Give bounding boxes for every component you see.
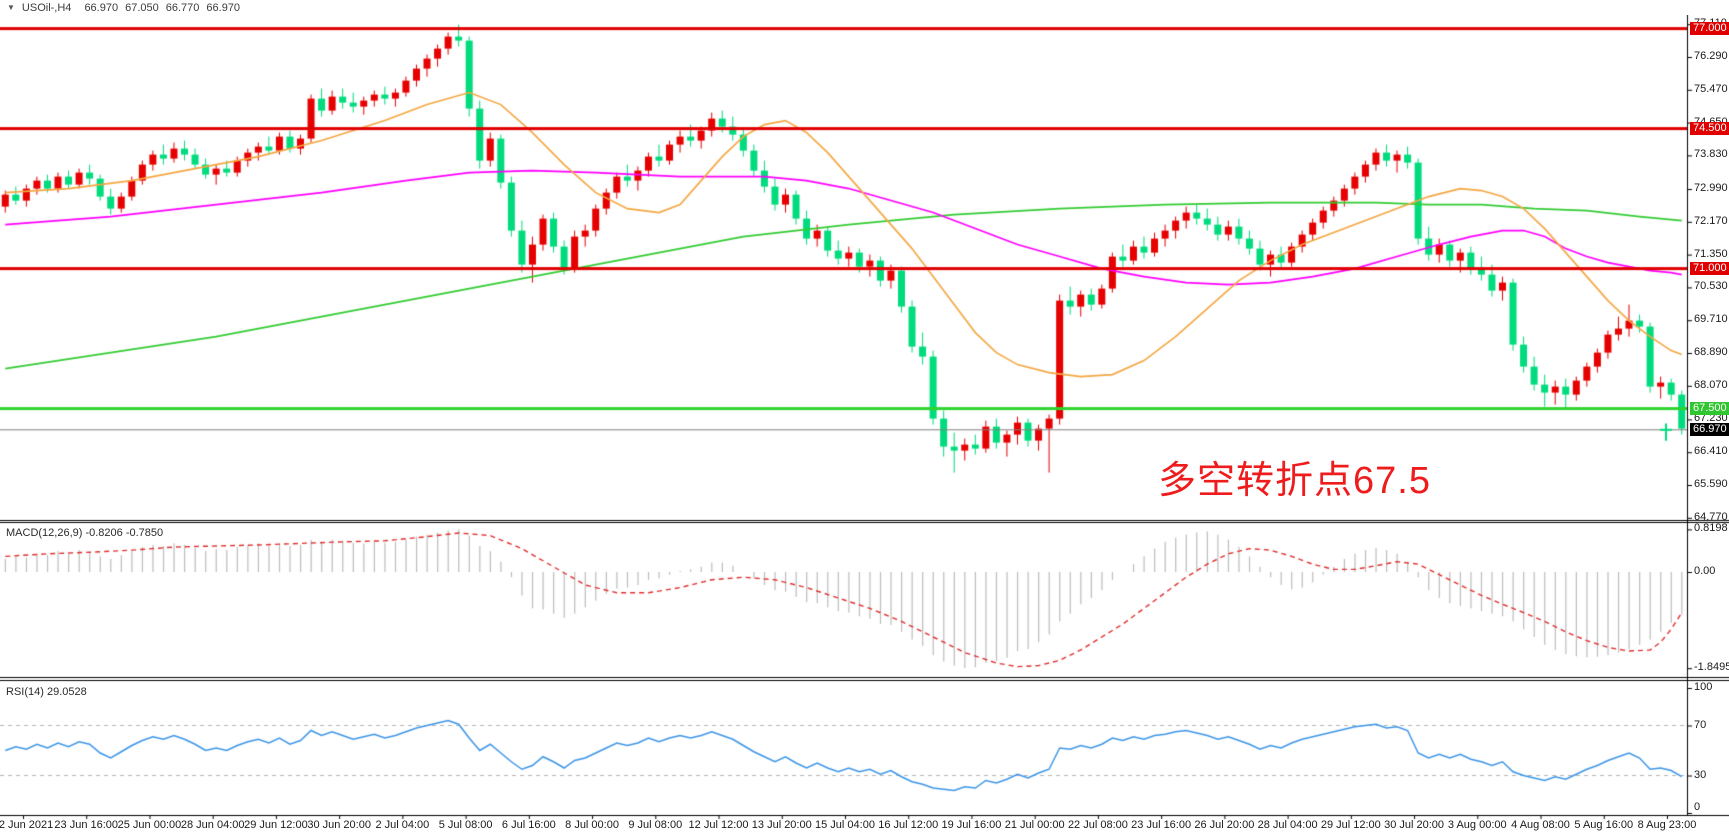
- price-axis-label: 68.890: [1694, 346, 1728, 358]
- price-level-badge: 77.000: [1690, 21, 1729, 35]
- price-level-badge: 71.000: [1690, 261, 1729, 275]
- rsi-scale-label: 70: [1694, 718, 1707, 731]
- chevron-down-icon[interactable]: ▼: [7, 3, 15, 12]
- time-axis-label: 30 Jun 20:00: [307, 819, 371, 831]
- price-axis-label: 72.170: [1694, 214, 1728, 227]
- macd-indicator-label: MACD(12,26,9) -0.8206 -0.7850: [6, 527, 164, 539]
- price-axis-label: 69.710: [1694, 313, 1728, 326]
- low-value: 66.770: [165, 1, 200, 14]
- symbol-period-label: USOil-,H4: [21, 1, 72, 14]
- rsi-indicator-label: RSI(14) 29.0528: [6, 686, 87, 698]
- time-axis-label: 5 Aug 16:00: [1574, 819, 1634, 831]
- high-value: 67.050: [125, 1, 159, 14]
- time-axis-label: 8 Aug 23:00: [1637, 819, 1697, 831]
- time-axis-label: 29 Jul 12:00: [1320, 819, 1381, 831]
- time-axis-label: 4 Aug 08:00: [1511, 819, 1570, 831]
- price-axis-label: 76.290: [1694, 50, 1728, 62]
- price-level-badge: 67.500: [1690, 401, 1729, 415]
- time-axis-label: 3 Aug 00:00: [1447, 819, 1507, 831]
- price-axis-label: 65.590: [1694, 478, 1728, 490]
- time-axis-label: 6 Jul 16:00: [501, 819, 556, 831]
- time-axis-label: 23 Jul 16:00: [1131, 819, 1192, 831]
- rsi-scale-label: 0: [1694, 801, 1701, 813]
- time-axis-label: 2 Jul 04:00: [375, 819, 430, 831]
- annotation-text: 多空转折点67.5: [1158, 460, 1431, 502]
- price-axis-label: 71.350: [1694, 247, 1728, 260]
- time-axis-label: 29 Jun 12:00: [244, 819, 308, 831]
- price-axis-label: 75.470: [1694, 82, 1728, 95]
- price-axis-label: 66.410: [1694, 445, 1728, 458]
- rsi-scale-label: 100: [1694, 681, 1713, 693]
- time-axis-label: 23 Jun 16:00: [54, 819, 119, 831]
- time-axis-label: 21 Jul 00:00: [1004, 819, 1065, 831]
- macd-scale-label: -1.8495: [1694, 661, 1729, 674]
- time-axis-label: 16 Jul 12:00: [878, 819, 939, 831]
- price-axis-label: 68.070: [1694, 378, 1728, 391]
- macd-scale-label: 0.00: [1694, 565, 1716, 577]
- price-level-badge: 74.500: [1690, 121, 1729, 135]
- time-axis-label: 30 Jul 20:00: [1384, 819, 1445, 831]
- time-axis-label: 9 Jul 08:00: [628, 819, 683, 831]
- chart-header: ▼ USOil-,H4 66.970 67.050 66.770 66.970: [0, 0, 1729, 15]
- time-axis-label: 26 Jul 20:00: [1194, 819, 1255, 831]
- rsi-scale-label: 30: [1694, 768, 1707, 781]
- macd-scale-label: 0.8198: [1694, 522, 1728, 535]
- time-axis-label: 8 Jul 00:00: [565, 819, 619, 831]
- time-axis-label: 13 Jul 20:00: [751, 819, 812, 831]
- price-axis-label: 72.990: [1694, 182, 1728, 194]
- time-axis-label: 12 Jul 12:00: [688, 819, 749, 831]
- time-axis-label: 28 Jun 04:00: [180, 819, 245, 831]
- time-axis-label: 15 Jul 04:00: [815, 819, 875, 831]
- price-axis-label: 67.230: [1694, 412, 1728, 425]
- time-axis-label: 22 Jun 2021: [0, 819, 54, 831]
- time-axis-label: 19 Jul 16:00: [941, 819, 1002, 831]
- time-axis-label: 22 Jul 08:00: [1067, 819, 1128, 831]
- price-level-badge: 66.970: [1690, 422, 1729, 436]
- price-axis-label: 73.830: [1694, 148, 1728, 161]
- time-axis-label: 28 Jul 04:00: [1257, 819, 1318, 831]
- open-value: 66.970: [84, 1, 119, 14]
- time-axis-label: 25 Jun 00:00: [117, 819, 182, 831]
- price-axis-label: 64.770: [1694, 510, 1728, 523]
- price-axis-label: 70.530: [1694, 280, 1728, 293]
- close-value: 66.970: [206, 1, 241, 14]
- time-axis-label: 5 Jul 08:00: [438, 819, 493, 831]
